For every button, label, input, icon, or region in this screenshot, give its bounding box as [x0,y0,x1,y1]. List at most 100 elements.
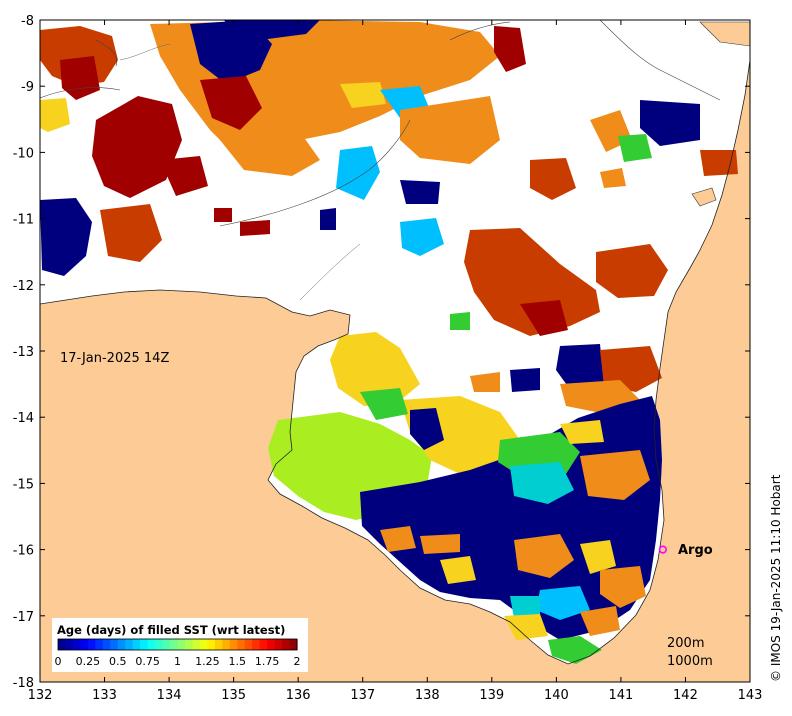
map-plot-area [40,20,750,682]
sst-patch [450,312,470,330]
colorbar-segment [170,639,179,650]
y-tick-label: -8 [21,14,34,29]
sst-patch [360,388,408,420]
colorbar-segment [155,639,164,650]
depth-contour-1000m [119,43,361,301]
colorbar-segment [58,639,67,650]
colorbar-segment [177,639,186,650]
sst-patch [596,244,668,298]
sst-patch [470,372,500,392]
colorbar-segment [207,639,216,650]
colorbar-title: Age (days) of filled SST (wrt latest) [57,623,285,637]
sst-patch [580,540,616,574]
sst-patch [420,534,460,554]
sst-patch [92,96,182,198]
sst-patch [510,462,574,504]
colorbar-tick-label: 1.5 [229,655,247,668]
colorbar-segment [184,639,194,650]
colorbar-segment [140,639,149,650]
island [691,187,717,207]
sst-patch [530,158,576,200]
x-tick-label: 138 [415,688,440,703]
colorbar-segment [237,639,246,650]
sst-patch [340,82,386,108]
colorbar-tick-label: 0.5 [109,655,127,668]
credit-text: © IMOS 19-Jan-2025 11:10 Hobart [769,474,783,682]
colorbar-segment [65,639,74,650]
x-tick-label: 133 [92,688,117,703]
colorbar-segment [214,639,223,650]
colorbar-segment [72,639,82,650]
sst-patch [100,204,162,262]
sst-patch [536,586,590,620]
sst-patch [380,526,416,552]
x-tick-label: 141 [608,688,633,703]
sst-patch [224,20,320,40]
colorbar-tick-label: 0.75 [135,655,160,668]
sst-patch [400,218,444,256]
sst-patch [600,566,646,608]
colorbar-ticks: 0 0.25 0.5 0.75 1 1.25 1.5 1.75 2 [55,655,301,668]
x-tick-label: 134 [157,688,182,703]
sst-patch [580,606,620,636]
sst-patch [520,300,568,336]
sst-patch [400,180,440,204]
colorbar-gradient [57,638,298,651]
colorbar-segment [222,639,231,650]
x-tick-label: 140 [544,688,569,703]
colorbar-segment [132,639,141,650]
colorbar-segment [125,639,134,650]
x-tick-label: 132 [28,688,53,703]
colorbar-legend: Age (days) of filled SST (wrt latest) 0 0… [52,618,308,672]
sst-patch [548,636,602,664]
sst-patch [160,156,208,196]
x-tick-label: 143 [738,688,763,703]
coastline [40,59,750,665]
colorbar-segment [87,639,96,650]
depth-label-1000m: 1000m [667,654,713,669]
colorbar-segment [80,639,89,650]
colorbar-segment [147,639,156,650]
y-tick-label: -12 [13,279,34,294]
colorbar-segment [102,639,111,650]
x-tick-label: 142 [673,688,698,703]
x-tick-label: 135 [221,688,246,703]
sst-patch [200,76,262,130]
sst-patch [330,332,420,406]
island [699,21,750,47]
sst-patch [440,556,476,584]
colorbar-tick-label: 0.25 [76,655,101,668]
sst-patch [220,132,320,176]
colorbar-segment [289,639,298,650]
y-tick-label: -14 [13,411,34,426]
y-tick-label: -10 [13,146,34,161]
y-tick-label: -17 [13,610,34,625]
colorbar-tick-label: 0 [55,655,62,668]
sst-patch [214,208,232,222]
islands [691,21,750,207]
y-tick-label: -13 [13,345,34,360]
sst-patch [320,208,336,230]
colorbar-tick-label: 1 [174,655,181,668]
y-tick-label: -9 [21,80,34,95]
y-axis: -8 -9 -10 -11 -12 -13 -14 -15 -16 -17 -18 [13,14,750,691]
colorbar-segment [282,639,291,650]
sst-age-patches [40,20,738,664]
argo-marker[interactable] [658,545,667,554]
sst-patch [40,98,70,132]
sst-patch [336,146,380,200]
x-tick-label: 137 [350,688,375,703]
y-tick-label: -15 [13,477,34,492]
argo-label: Argo [678,543,713,558]
x-axis: 132 133 134 135 136 137 138 139 140 141 142 143 [28,20,763,703]
sst-patch [504,614,548,640]
sst-patch [510,596,540,618]
depth-label-200m: 200m [667,636,704,651]
sst-patch [514,534,574,578]
sst-patch [510,368,540,392]
colorbar-segment [274,639,283,650]
colorbar-segment [110,639,119,650]
sst-patch [580,450,650,500]
sst-patch [560,420,604,444]
